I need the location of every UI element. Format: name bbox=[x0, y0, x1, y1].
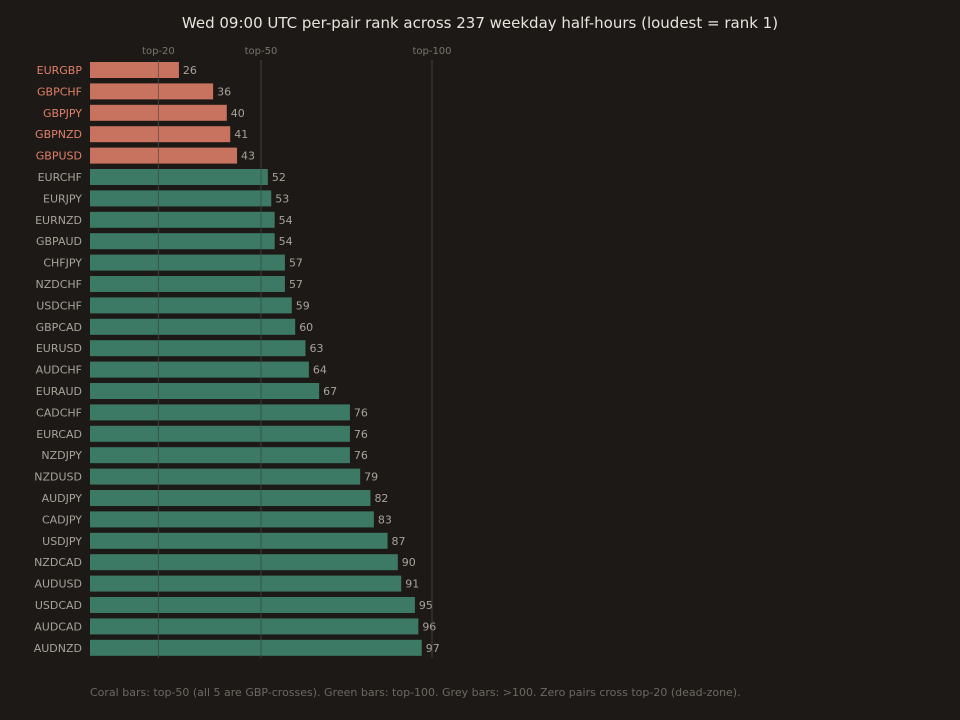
value-label-chfjpy: 57 bbox=[289, 257, 303, 270]
reference-lines-overlay bbox=[157, 62, 433, 658]
category-label-usdchf: USDCHF bbox=[36, 299, 82, 312]
value-label-audnzd: 97 bbox=[426, 642, 440, 655]
bar-gbpusd bbox=[90, 147, 238, 164]
bar-eurnzd bbox=[90, 211, 275, 228]
value-label-eurgbp: 26 bbox=[183, 64, 197, 77]
bar-nzdjpy bbox=[90, 447, 350, 464]
category-label-audcad: AUDCAD bbox=[34, 620, 82, 633]
category-label-audjpy: AUDJPY bbox=[42, 492, 83, 505]
bar-nzdchf bbox=[90, 276, 285, 292]
value-label-nzdcad: 90 bbox=[402, 556, 416, 569]
value-label-cadjpy: 83 bbox=[378, 513, 392, 526]
category-label-usdjpy: USDJPY bbox=[42, 535, 82, 548]
value-label-usdchf: 59 bbox=[296, 299, 310, 312]
ref-label-top-50: top-50 bbox=[245, 46, 278, 57]
value-label-eurnzd: 54 bbox=[279, 214, 293, 227]
bar-nzdcad bbox=[90, 554, 398, 571]
ref-label-top-20: top-20 bbox=[142, 46, 175, 57]
bar-eurjpy bbox=[90, 190, 272, 207]
bar-gbpcad bbox=[90, 318, 296, 335]
value-label-audusd: 91 bbox=[405, 578, 419, 591]
category-label-nzdjpy: NZDJPY bbox=[41, 449, 82, 462]
value-label-gbpjpy: 40 bbox=[231, 107, 245, 120]
value-label-nzdchf: 57 bbox=[289, 278, 303, 291]
category-label-nzdcad: NZDCAD bbox=[34, 556, 82, 569]
category-label-usdcad: USDCAD bbox=[35, 599, 82, 612]
category-label-eurchf: EURCHF bbox=[38, 171, 82, 184]
category-label-eurcad: EURCAD bbox=[36, 428, 82, 441]
chart-footnote: Coral bars: top-50 (all 5 are GBP-crosse… bbox=[90, 686, 741, 699]
bar-audjpy bbox=[90, 490, 371, 506]
bar-eurcad bbox=[90, 425, 350, 442]
bar-usdcad bbox=[90, 597, 415, 613]
bar-euraud bbox=[90, 383, 320, 399]
chart-title: Wed 09:00 UTC per-pair rank across 237 w… bbox=[182, 14, 778, 32]
value-label-cadchf: 76 bbox=[354, 406, 368, 419]
bar-audchf bbox=[90, 361, 309, 378]
category-label-euraud: EURAUD bbox=[36, 385, 82, 398]
value-label-nzdjpy: 76 bbox=[354, 449, 368, 462]
bar-eurgbp bbox=[90, 62, 179, 78]
category-label-nzdchf: NZDCHF bbox=[35, 278, 82, 291]
bars-group: EURGBP 26 GBPCHF 36 GBPJPY 40 GBPNZD 41 GBPUSD 43… bbox=[34, 62, 440, 656]
value-label-eurjpy: 53 bbox=[275, 192, 289, 205]
category-label-eurnzd: EURNZD bbox=[35, 214, 82, 227]
category-label-cadchf: CADCHF bbox=[36, 406, 82, 419]
category-label-audusd: AUDUSD bbox=[34, 578, 82, 591]
bar-audusd bbox=[90, 575, 402, 592]
bar-audnzd bbox=[90, 639, 422, 656]
bar-cadjpy bbox=[90, 511, 374, 528]
value-label-eurusd: 63 bbox=[309, 342, 323, 355]
value-label-gbpchf: 36 bbox=[217, 85, 231, 98]
category-label-audchf: AUDCHF bbox=[36, 364, 82, 377]
category-label-nzdusd: NZDUSD bbox=[34, 471, 82, 484]
bar-audcad bbox=[90, 618, 419, 635]
category-label-eurgbp: EURGBP bbox=[37, 64, 83, 77]
bar-usdchf bbox=[90, 297, 292, 314]
bar-gbpnzd bbox=[90, 126, 231, 143]
category-label-gbpaud: GBPAUD bbox=[36, 235, 82, 248]
value-label-audcad: 96 bbox=[422, 620, 436, 633]
category-label-gbpcad: GBPCAD bbox=[36, 321, 82, 334]
bar-nzdusd bbox=[90, 468, 361, 485]
bar-eurusd bbox=[90, 340, 306, 357]
value-label-usdcad: 95 bbox=[419, 599, 433, 612]
value-label-nzdusd: 79 bbox=[364, 471, 378, 484]
category-label-audnzd: AUDNZD bbox=[34, 642, 82, 655]
value-label-usdjpy: 87 bbox=[392, 535, 406, 548]
value-label-gbpnzd: 41 bbox=[234, 128, 248, 141]
bar-usdjpy bbox=[90, 532, 388, 549]
category-label-gbpjpy: GBPJPY bbox=[43, 107, 82, 120]
category-label-eurjpy: EURJPY bbox=[43, 192, 82, 205]
value-label-eurcad: 76 bbox=[354, 428, 368, 441]
bar-gbpaud bbox=[90, 233, 275, 250]
bar-gbpchf bbox=[90, 83, 214, 100]
bar-chfjpy bbox=[90, 254, 285, 271]
category-label-gbpusd: GBPUSD bbox=[36, 150, 82, 163]
value-label-euraud: 67 bbox=[323, 385, 337, 398]
category-label-gbpnzd: GBPNZD bbox=[35, 128, 82, 141]
category-label-gbpchf: GBPCHF bbox=[37, 85, 82, 98]
value-label-gbpcad: 60 bbox=[299, 321, 313, 334]
value-label-audchf: 64 bbox=[313, 364, 327, 377]
value-label-audjpy: 82 bbox=[374, 492, 388, 505]
value-label-eurchf: 52 bbox=[272, 171, 286, 184]
category-label-eurusd: EURUSD bbox=[36, 342, 82, 355]
category-label-chfjpy: CHFJPY bbox=[43, 257, 82, 270]
category-label-cadjpy: CADJPY bbox=[42, 513, 82, 526]
bar-eurchf bbox=[90, 169, 268, 185]
bar-cadchf bbox=[90, 404, 350, 421]
value-label-gbpaud: 54 bbox=[279, 235, 293, 248]
value-label-gbpusd: 43 bbox=[241, 150, 255, 163]
ref-label-top-100: top-100 bbox=[412, 46, 451, 57]
